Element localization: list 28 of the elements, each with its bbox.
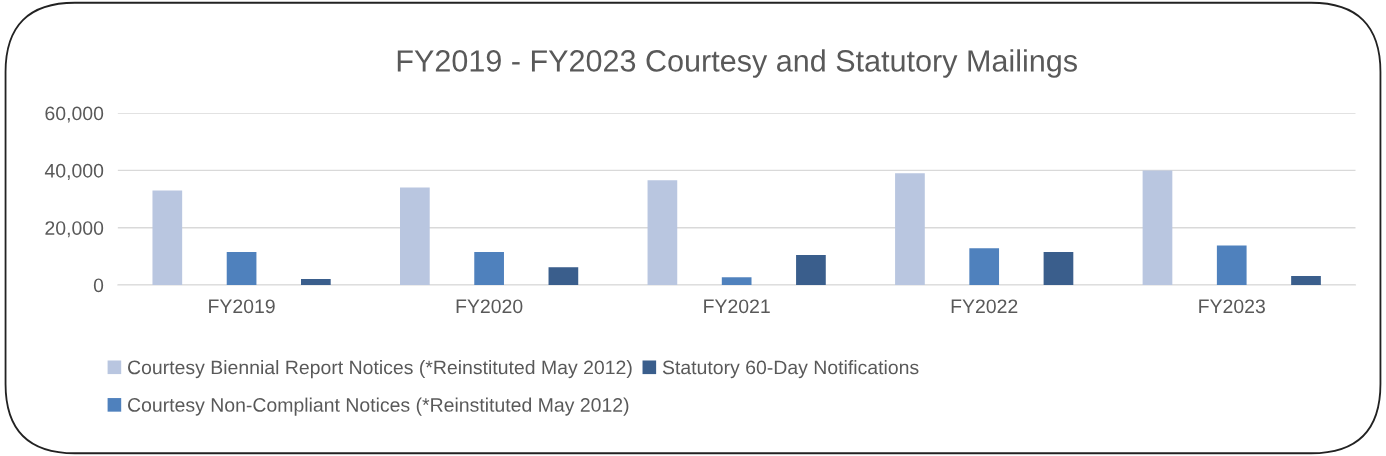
bar bbox=[1216, 245, 1247, 285]
bar bbox=[1043, 252, 1074, 285]
bar bbox=[721, 277, 752, 285]
legend-label: Courtesy Biennial Report Notices (*Reinstituted May 2012) bbox=[128, 360, 632, 379]
legend-label: Courtesy Non-Compliant Notices (*Reinstituted May 2012) bbox=[128, 397, 629, 416]
bar bbox=[647, 180, 678, 285]
chart-title: FY2019 - FY2023 Courtesy and Statutory Mailings bbox=[397, 49, 1077, 78]
bar bbox=[400, 187, 430, 285]
bar bbox=[969, 248, 1000, 285]
bar bbox=[1291, 276, 1321, 285]
x-tick-label: FY2021 bbox=[704, 299, 770, 314]
bar bbox=[1142, 170, 1173, 285]
x-tick-label: FY2022 bbox=[951, 299, 1018, 314]
y-tick-label: 0 bbox=[93, 278, 104, 293]
bar bbox=[474, 252, 504, 285]
x-tick-label: FY2023 bbox=[1199, 299, 1265, 314]
bar bbox=[895, 173, 925, 285]
y-tick-label: 40,000 bbox=[44, 163, 104, 180]
bar bbox=[796, 254, 826, 285]
bar bbox=[226, 252, 257, 285]
bar bbox=[300, 278, 331, 285]
x-tick-label: FY2019 bbox=[209, 299, 275, 314]
bar bbox=[152, 190, 183, 285]
y-tick-label: 60,000 bbox=[45, 106, 104, 123]
bar bbox=[548, 267, 579, 285]
y-tick-label: 20,000 bbox=[45, 221, 104, 238]
x-tick-label: FY2020 bbox=[456, 299, 523, 314]
legend-label: Statutory 60-Day Notifications bbox=[662, 360, 919, 379]
